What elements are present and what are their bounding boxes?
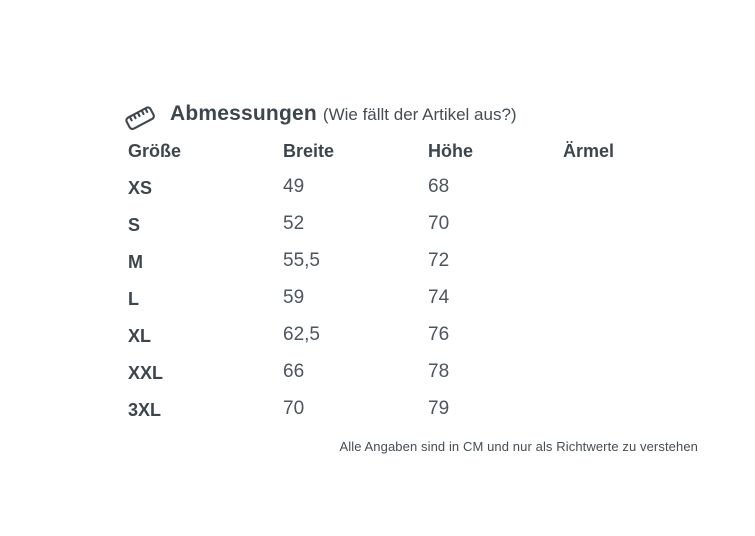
hoehe-cell: 74 (428, 287, 450, 308)
aermel-cell (563, 398, 698, 435)
hoehe-cell: 70 (428, 213, 450, 234)
measurement-disclaimer: Alle Angaben sind in CM und nur als Rich… (339, 439, 698, 454)
hoehe-cell: 79 (428, 398, 450, 419)
aermel-cell (563, 287, 698, 324)
size-table: Größe Breite Höhe Ärmel XS 49 68 S 52 70… (128, 141, 698, 437)
hoehe-cell: 68 (428, 176, 450, 197)
aermel-cell (563, 250, 698, 287)
aermel-cell (563, 324, 698, 361)
breite-cell: 66 (283, 361, 305, 382)
column-header-breite: Breite (283, 141, 335, 161)
aermel-cell (563, 361, 698, 398)
size-cell: 3XL (128, 400, 162, 420)
aermel-cell (563, 176, 698, 213)
size-cell: L (128, 289, 139, 309)
size-cell: S (128, 215, 141, 235)
aermel-cell (563, 213, 698, 250)
section-subtitle: (Wie fällt der Artikel aus?) (322, 105, 517, 124)
column-header-groesse: Größe (128, 141, 182, 161)
column-header-aermel: Ärmel (563, 141, 615, 161)
section-title: Abmessungen (170, 102, 317, 125)
size-cell: XS (128, 178, 153, 198)
size-cell: XXL (128, 363, 164, 383)
size-cell: XL (128, 326, 152, 346)
breite-cell: 70 (283, 398, 305, 419)
breite-cell: 52 (283, 213, 305, 234)
breite-cell: 62,5 (283, 324, 320, 345)
hoehe-cell: 72 (428, 250, 450, 271)
column-header-hoehe: Höhe (428, 141, 473, 161)
size-cell: M (128, 252, 143, 272)
hoehe-cell: 78 (428, 361, 450, 382)
breite-cell: 55,5 (283, 250, 320, 271)
hoehe-cell: 76 (428, 324, 450, 345)
ruler-icon (122, 103, 158, 133)
dimensions-section-header: Abmessungen (Wie fällt der Artikel aus?) (122, 102, 517, 132)
breite-cell: 59 (283, 287, 305, 308)
breite-cell: 49 (283, 176, 305, 197)
